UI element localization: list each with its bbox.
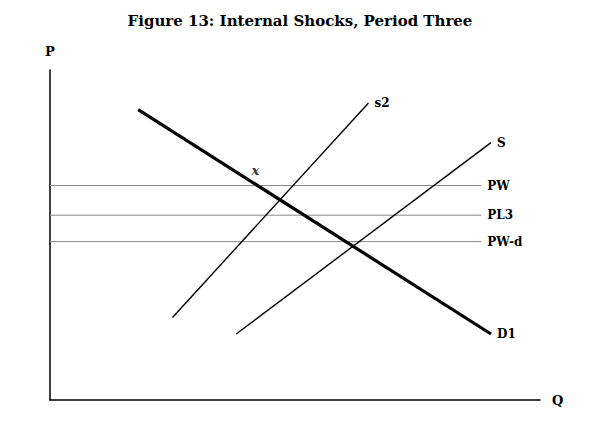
svg-text:PW: PW [487, 179, 510, 193]
svg-text:D1: D1 [497, 327, 516, 341]
svg-text:PL3: PL3 [487, 208, 513, 222]
svg-text:s2: s2 [375, 96, 390, 110]
svg-text:P: P [45, 44, 55, 59]
svg-text:PW-d: PW-d [487, 235, 523, 249]
svg-text:Figure 13: Internal Shocks, Pe: Figure 13: Internal Shocks, Period Three [128, 12, 473, 30]
svg-text:x: x [251, 163, 260, 178]
svg-text:Q: Q [552, 393, 563, 408]
svg-text:S: S [497, 136, 506, 150]
